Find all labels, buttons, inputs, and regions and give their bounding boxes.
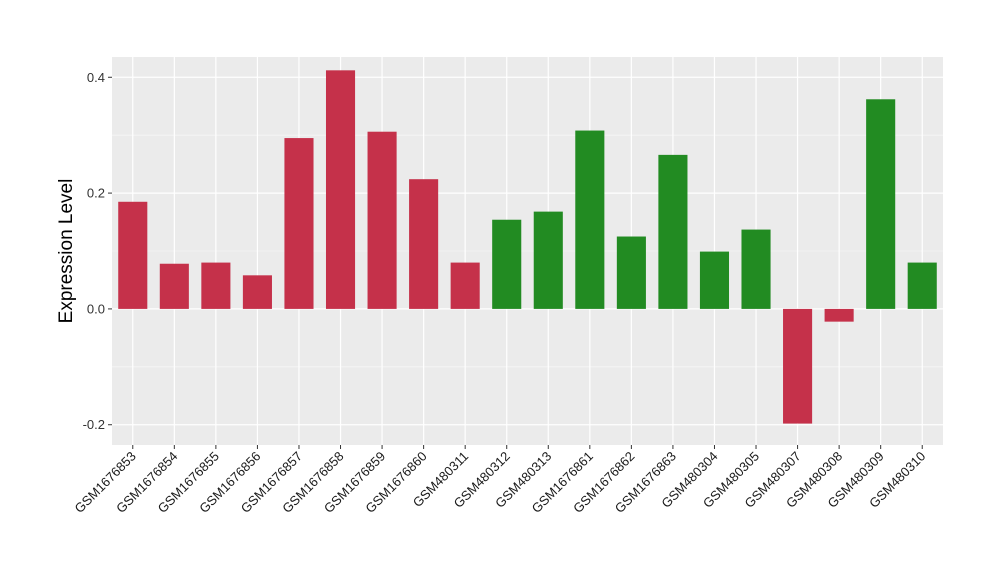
bar (907, 262, 937, 309)
x-axis-ticks: GSM1676853GSM1676854GSM1676855GSM1676856… (72, 445, 928, 516)
bar (699, 251, 730, 309)
bar (159, 263, 189, 309)
bar (741, 229, 771, 309)
y-axis-title: Expression Level (56, 179, 77, 324)
bar (284, 138, 314, 309)
bar (242, 275, 272, 309)
bar (616, 236, 646, 309)
y-tick-label: 0.4 (87, 70, 105, 85)
y-tick-label: 0.0 (87, 301, 105, 316)
bar (533, 211, 563, 309)
bar (658, 154, 688, 309)
bar (492, 219, 522, 309)
bar (866, 99, 896, 309)
y-axis-ticks: -0.2 0.0 0.2 0.4 (83, 70, 112, 432)
bar (409, 179, 439, 309)
bar (783, 308, 813, 424)
bar (367, 131, 397, 309)
bars (118, 70, 937, 424)
y-tick-label: -0.2 (83, 417, 105, 432)
bar (450, 262, 480, 309)
bar (824, 308, 854, 322)
bar (118, 201, 148, 309)
bar (325, 70, 356, 309)
bar (201, 262, 231, 309)
y-tick-label: 0.2 (87, 186, 105, 201)
bar (575, 130, 605, 309)
